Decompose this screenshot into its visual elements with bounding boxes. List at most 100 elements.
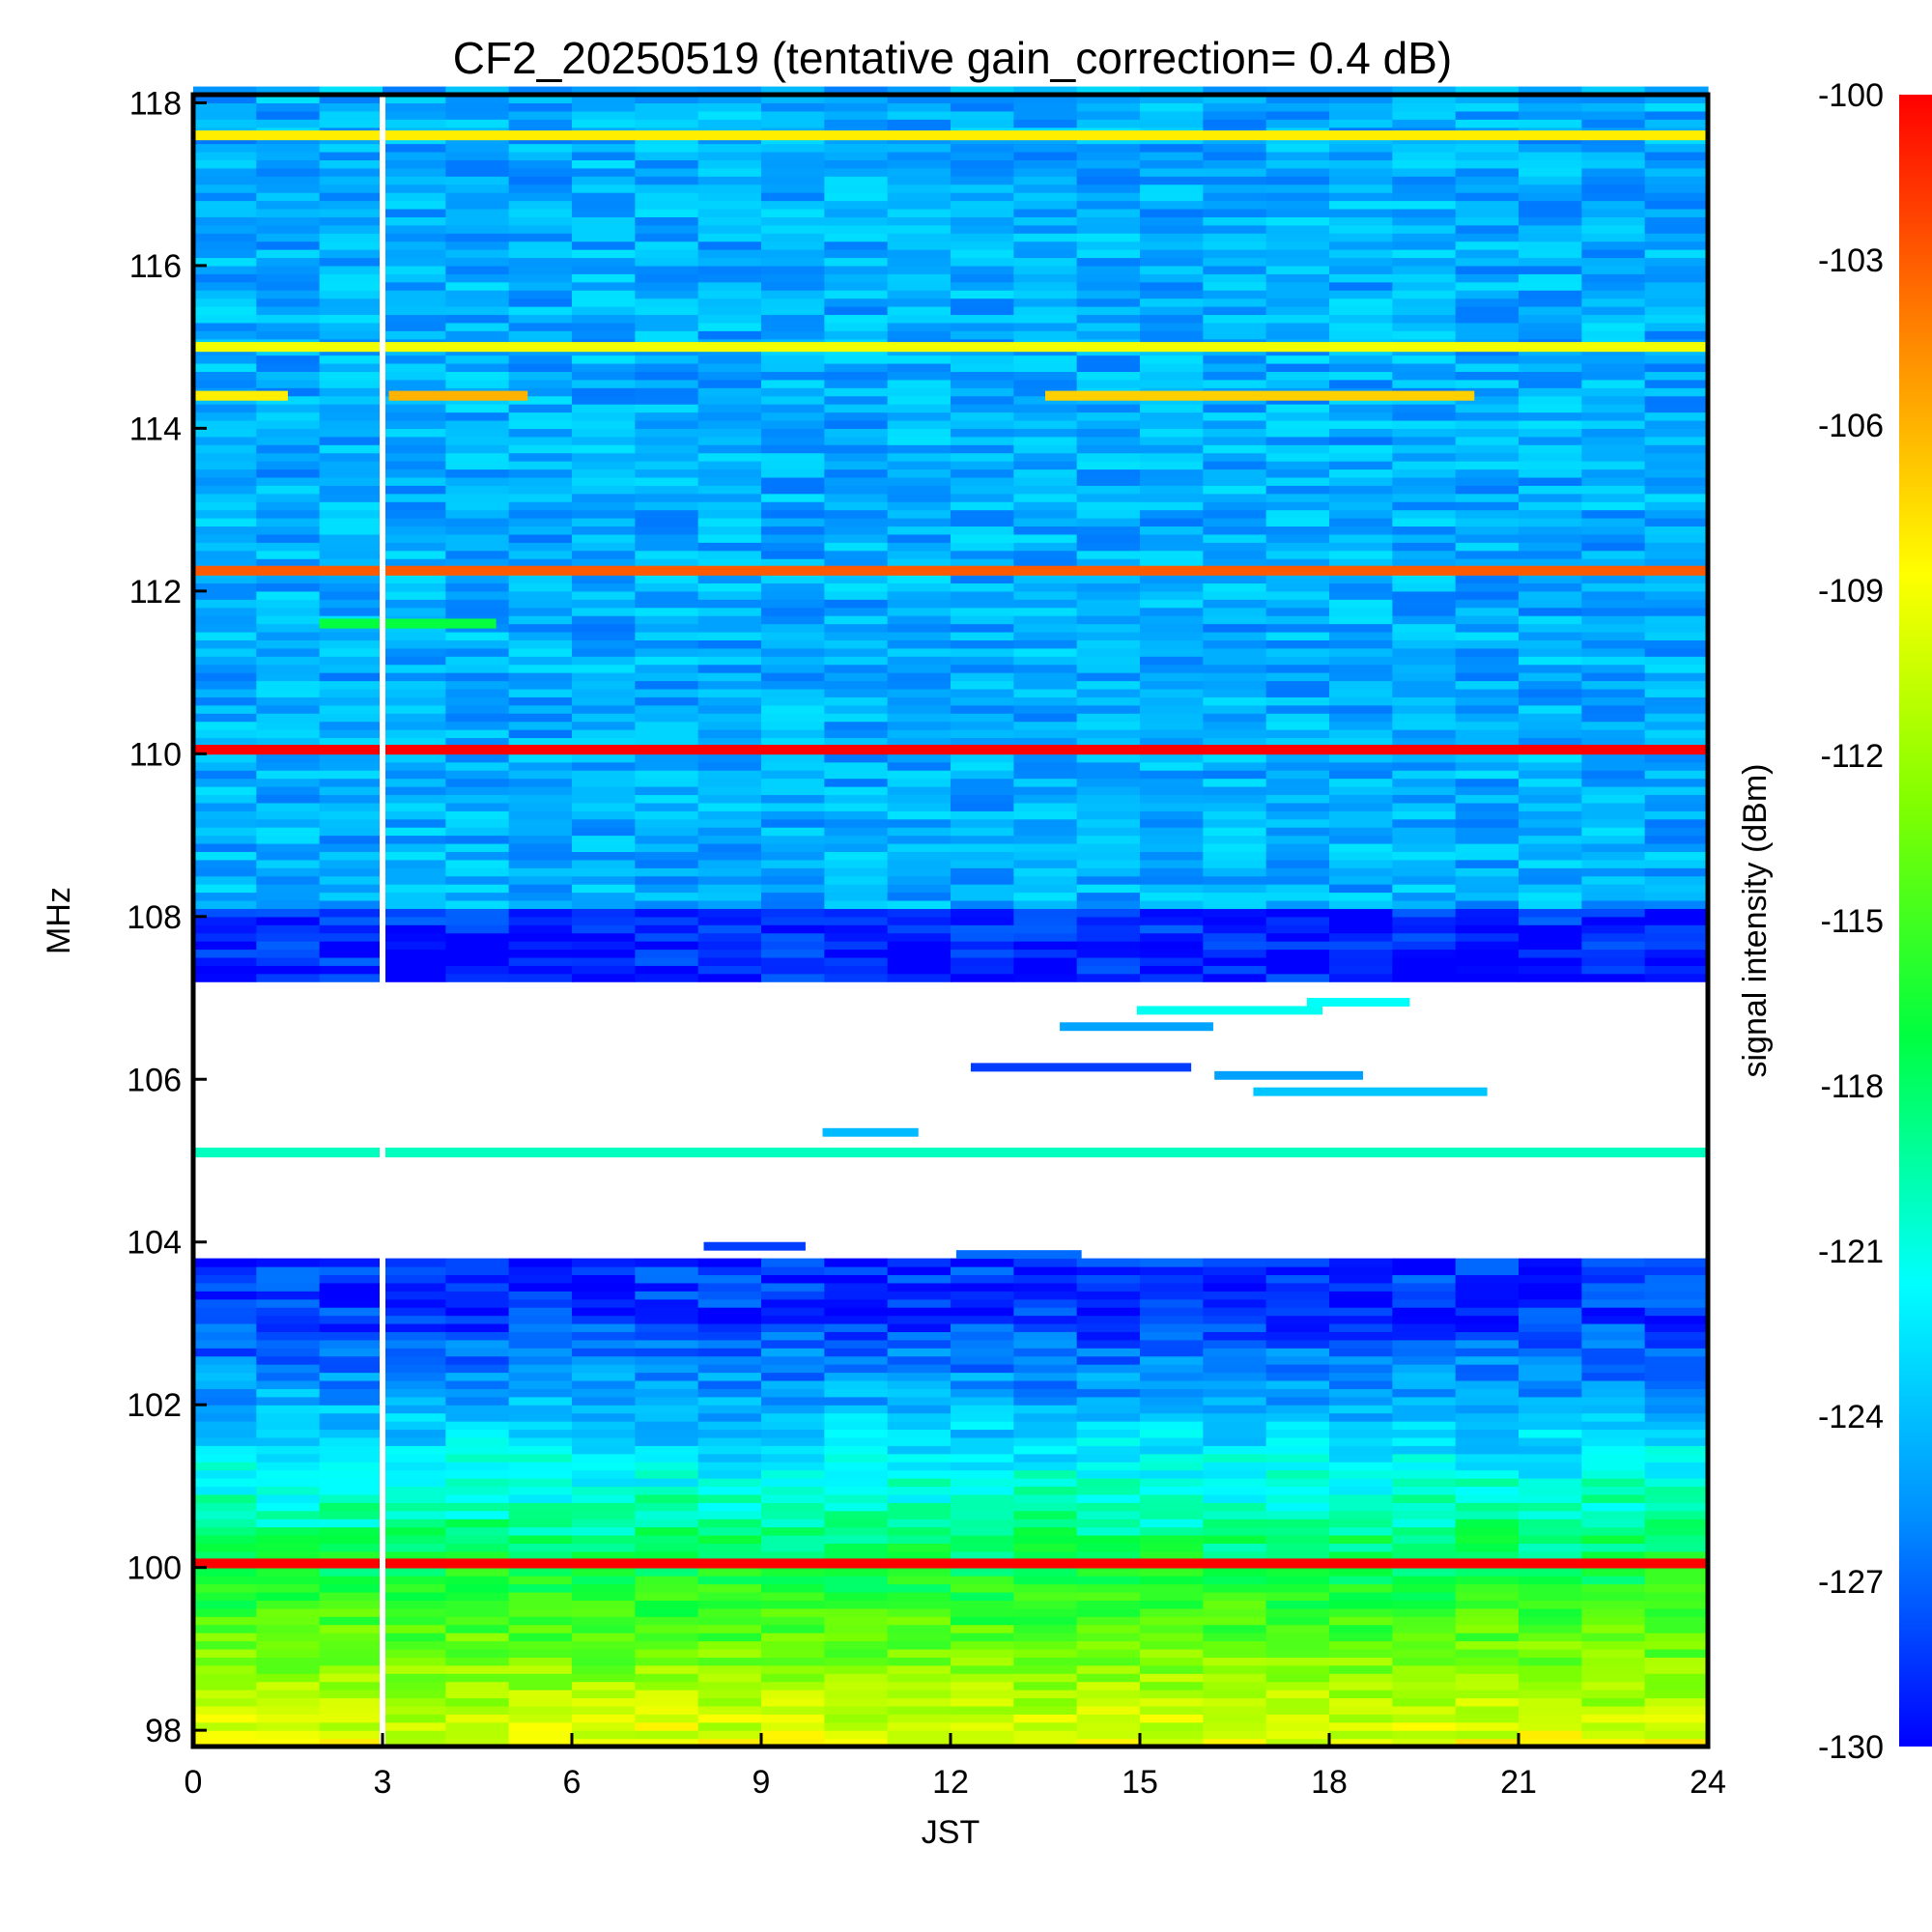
spectrum-cell: [824, 753, 889, 763]
spectrum-cell: [1265, 493, 1330, 502]
spectrum-cell: [1265, 1348, 1330, 1357]
spectrum-cell: [319, 956, 384, 966]
spectrum-cell: [697, 582, 762, 592]
spectrum-cell: [445, 1274, 510, 1284]
x-axis-label: JST: [922, 1814, 980, 1851]
spectrum-cell: [1455, 298, 1520, 307]
y-tick-label: 114: [129, 411, 182, 447]
spectrum-cell: [635, 851, 699, 861]
spectrum-cell: [445, 119, 510, 128]
spectrum-cell: [1076, 143, 1141, 153]
spectrum-cell: [445, 526, 510, 535]
spectrum-cell: [256, 1624, 321, 1634]
spectrum-cell: [1519, 786, 1582, 796]
spectrum-cell: [697, 1738, 762, 1747]
spectrum-cell: [572, 1633, 636, 1642]
spectrum-cell: [951, 932, 1014, 942]
spectrum-cell: [635, 167, 699, 177]
spectrum-cell: [1455, 1576, 1520, 1585]
spectrum-cell: [1329, 631, 1393, 640]
spectrum-cell: [1644, 1583, 1709, 1593]
spectrum-cell: [1581, 1486, 1646, 1495]
spectrum-cell: [1013, 224, 1078, 234]
spectrum-cell: [1076, 704, 1141, 714]
spectrum-cell: [319, 379, 384, 388]
spectrum-cell: [697, 932, 762, 942]
spectrum-cell: [1076, 371, 1141, 381]
spectrum-cell: [887, 1478, 952, 1488]
spectrum-cell: [1644, 485, 1709, 495]
spectrum-cell: [887, 867, 952, 877]
spectrum-cell: [1519, 322, 1582, 331]
spectrum-cell: [1203, 786, 1267, 796]
spectrum-cell: [1644, 192, 1709, 202]
spectrum-cell: [824, 1543, 889, 1552]
spectrum-cell: [824, 1388, 889, 1398]
spectrum-cell: [193, 1576, 257, 1585]
spectrum-cell: [1265, 151, 1330, 160]
spectrum-cell: [697, 1462, 762, 1471]
spectrum-cell: [951, 631, 1014, 640]
spectrum-cell: [887, 778, 952, 787]
spectrum-cell: [1455, 469, 1520, 478]
spectrum-cell: [635, 1648, 699, 1658]
spectrum-cell: [1329, 924, 1393, 934]
spectrum-cell: [887, 1657, 952, 1666]
spectrum-cell: [635, 778, 699, 787]
spectrum-cell: [1392, 1469, 1457, 1479]
spectrum-cell: [1392, 1673, 1457, 1683]
spectrum-cell: [319, 1616, 384, 1626]
spectrum-cell: [1013, 281, 1078, 291]
spectrum-cell: [572, 704, 636, 714]
spectrum-cell: [256, 1738, 321, 1747]
spectrum-cell: [1076, 956, 1141, 966]
spectrum-cell: [256, 590, 321, 600]
spectrum-cell: [256, 1331, 321, 1341]
spectrum-cell: [824, 281, 889, 291]
spectrum-cell: [319, 208, 384, 217]
spectrum-cell: [1581, 518, 1646, 527]
spectrum-cell: [1076, 1738, 1141, 1747]
spectrum-cell: [445, 110, 510, 120]
spectrum-cell: [1265, 623, 1330, 633]
spectrum-cell: [193, 1721, 257, 1731]
spectrum-cell: [824, 1600, 889, 1609]
spectrum-cell: [951, 794, 1014, 804]
spectrum-cell: [1455, 387, 1520, 397]
spectrum-cell: [572, 1576, 636, 1585]
spectrum-cell: [1013, 704, 1078, 714]
spectrum-cell: [1076, 461, 1141, 470]
spectrum-cell: [1581, 924, 1646, 934]
spectrum-cell: [1140, 1673, 1204, 1683]
spectrum-cell: [887, 1681, 952, 1690]
spectrum-cell: [1140, 110, 1204, 120]
spectrum-cell: [1013, 306, 1078, 316]
spectrum-cell: [319, 501, 384, 511]
spectrum-cell: [824, 167, 889, 177]
spectrum-cell: [1581, 1543, 1646, 1552]
spectrum-cell: [1265, 208, 1330, 217]
spectrum-cell: [319, 778, 384, 787]
spectrum-cell: [761, 794, 825, 804]
spectrum-cell: [1203, 1453, 1267, 1463]
x-tick-label: 3: [374, 1764, 392, 1801]
spectrum-cell: [1013, 493, 1078, 502]
spectrum-cell: [256, 892, 321, 901]
spectrum-cell: [319, 1307, 384, 1317]
spectrum-cell: [1329, 1291, 1393, 1300]
spectrum-cell: [193, 827, 257, 837]
spectrum-cell: [1076, 639, 1141, 649]
spectrum-cell: [1392, 672, 1457, 682]
spectrum-cell: [1140, 810, 1204, 820]
spectrum-cell: [508, 533, 573, 543]
spectrum-cell: [508, 1372, 573, 1381]
spectrum-cell: [1581, 818, 1646, 828]
spectrum-cell: [1581, 257, 1646, 267]
spectrum-cell: [1140, 737, 1204, 747]
spectrum-cell: [1455, 965, 1520, 975]
spectrum-cell: [951, 1339, 1014, 1349]
spectrum-cell: [635, 314, 699, 324]
spectrum-cell: [1140, 176, 1204, 185]
spectrum-cell: [383, 753, 446, 763]
spectrum-cell: [697, 1364, 762, 1374]
